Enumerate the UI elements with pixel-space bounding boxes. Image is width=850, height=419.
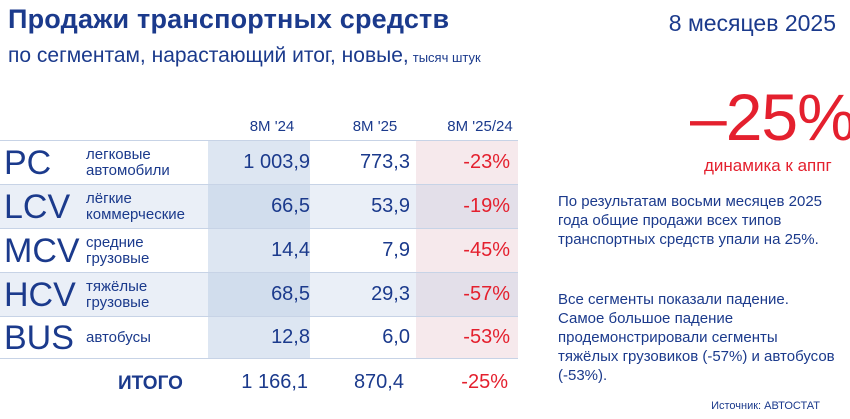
- column-header-8m25: 8M '25: [352, 118, 398, 135]
- value-change: -57%: [463, 283, 510, 305]
- page-subtitle: по сегментам, нарастающий итог, новые, ты…: [8, 44, 481, 68]
- segment-desc: тяжёлые грузовые: [86, 277, 150, 311]
- value-8m24: 14,4: [271, 239, 310, 261]
- value-change: -53%: [463, 326, 510, 348]
- table-row-mcv: MCV средние грузовые 14,4 7,9 -45%: [0, 229, 518, 272]
- total-8m25: 870,4: [353, 371, 404, 393]
- column-header-8m24: 8M '24: [249, 118, 295, 135]
- note-paragraph: По результатам восьми месяцев 2025 года …: [558, 193, 823, 248]
- value-8m25: 29,3: [371, 283, 410, 305]
- value-8m25: 7,9: [382, 239, 410, 261]
- column-shade-8m24: [208, 140, 310, 358]
- period-label: 8 месяцев 2025: [668, 10, 836, 36]
- table-row-pc: PC легковые автомобили 1 003,9 773,3 -23…: [0, 141, 518, 184]
- value-change: -19%: [463, 195, 510, 217]
- segment-abbr: PC: [4, 143, 52, 182]
- value-change: -23%: [463, 151, 510, 173]
- source-label: Источник: АВТОСТАТ: [711, 400, 820, 412]
- value-8m24: 1 003,9: [243, 151, 310, 173]
- note-paragraph: Все сегменты показали падение. Самое бол…: [558, 291, 835, 384]
- table-row-lcv: LCV лёгкие коммерческие 66,5 53,9 -19%: [0, 185, 518, 228]
- table-row-hcv: HCV тяжёлые грузовые 68,5 29,3 -57%: [0, 273, 518, 316]
- value-8m25: 773,3: [359, 151, 410, 173]
- table-divider: [0, 184, 518, 185]
- value-8m25: 53,9: [371, 195, 410, 217]
- table-divider: [0, 228, 518, 229]
- total-label: ИТОГО: [118, 373, 183, 394]
- total-8m24: 1 166,1: [241, 371, 308, 393]
- segment-abbr: LCV: [4, 187, 71, 226]
- table-divider: [0, 140, 518, 141]
- column-header-change: 8M '25/24: [447, 118, 513, 135]
- segment-abbr: MCV: [4, 231, 80, 270]
- value-8m24: 66,5: [271, 195, 310, 217]
- highlight-value: –25%: [690, 80, 850, 154]
- units-label: тысяч штук: [412, 50, 481, 65]
- value-8m25: 6,0: [382, 326, 410, 348]
- segment-desc: средние грузовые: [86, 233, 150, 267]
- value-8m24: 68,5: [271, 283, 310, 305]
- subtitle-text: по сегментам, нарастающий итог, новые,: [8, 44, 409, 67]
- segment-desc: лёгкие коммерческие: [86, 189, 185, 223]
- value-change: -45%: [463, 239, 510, 261]
- table-divider: [0, 272, 518, 273]
- highlight-label: динамика к аппг: [704, 156, 832, 175]
- column-shade-change: [416, 140, 518, 358]
- page-title: Продажи транспортных средств: [8, 4, 450, 34]
- table-divider: [0, 358, 518, 359]
- value-8m24: 12,8: [271, 326, 310, 348]
- segment-abbr: BUS: [4, 318, 74, 357]
- segment-desc: автобусы: [86, 328, 151, 346]
- segment-desc: легковые автомобили: [86, 145, 170, 179]
- table-row-bus: BUS автобусы 12,8 6,0 -53%: [0, 316, 518, 359]
- segment-abbr: HCV: [4, 275, 76, 314]
- table-divider: [0, 316, 518, 317]
- total-change: -25%: [461, 371, 508, 393]
